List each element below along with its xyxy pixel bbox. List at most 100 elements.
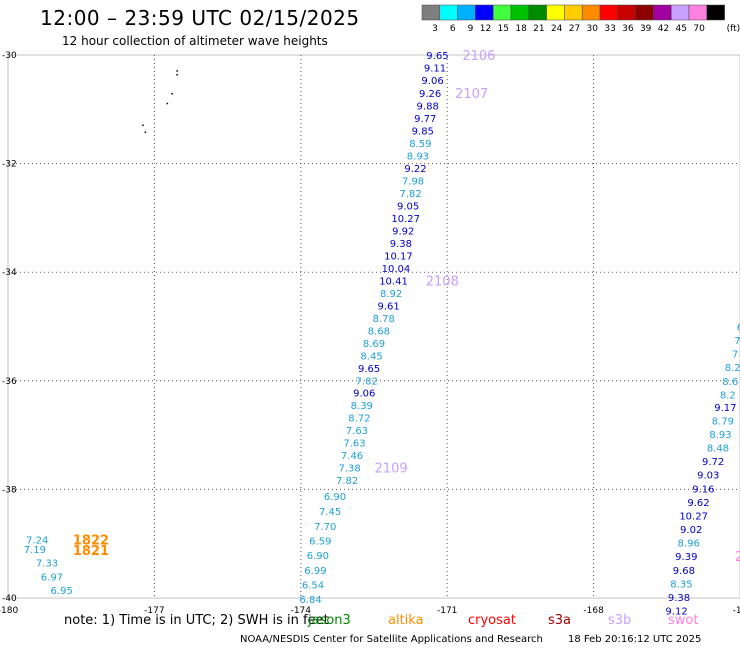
legend-swatch: [581, 4, 601, 21]
lat-tick-label: -36: [2, 377, 17, 387]
swh-label: 9.85: [412, 126, 434, 137]
swh-label: 7.82: [356, 376, 378, 387]
swh-label: 8.96: [678, 539, 700, 550]
swh-label: 9.38: [390, 239, 412, 250]
pass-time-label: 2107: [455, 87, 488, 102]
legend-label: 45: [676, 24, 687, 34]
legend-label: 12: [480, 24, 491, 34]
swh-label: 7: [732, 350, 738, 361]
satellite-legend-item: cryosat: [468, 613, 516, 628]
credit-text: NOAA/NESDIS Center for Satellite Applica…: [240, 634, 543, 645]
legend-label: 30: [587, 24, 599, 34]
map-axes: -180 -177 -174 -171 -168 -16 -30 -32 -34 -36 -38 -4…: [0, 51, 740, 616]
swh-label: 9.65: [426, 51, 448, 62]
swh-label: 9.61: [378, 301, 400, 312]
legend-swatch: [564, 4, 583, 21]
swh-label: 9.22: [404, 164, 426, 175]
swh-label: 7.82: [399, 189, 421, 200]
swh-label: 9.88: [417, 101, 439, 112]
swh-label: 8.48: [707, 444, 729, 455]
swh-label: 9.03: [697, 471, 719, 482]
lat-tick-label: -38: [2, 485, 17, 495]
swh-label: 10.41: [379, 276, 408, 287]
pass-time-label: 1822: [73, 533, 109, 548]
legend-swatch: [457, 4, 476, 21]
swh-label: 6.97: [41, 572, 63, 583]
swh-label: 9.72: [702, 457, 724, 468]
swh-label: 9.12: [665, 606, 687, 617]
pass-time-label: 2106: [462, 49, 495, 64]
generated-timestamp: 18 Feb 20:16:12 UTC 2025: [568, 634, 702, 645]
swh-label: 7.38: [338, 464, 360, 475]
swh-label: 8.72: [348, 414, 370, 425]
lon-tick-label: -180: [0, 606, 18, 616]
lon-tick-label: -168: [583, 606, 604, 616]
legend-swatch: [617, 4, 636, 21]
swh-label: 8.2: [720, 390, 736, 401]
swh-label: 6.90: [307, 551, 329, 562]
swh-label: 9.68: [673, 566, 695, 577]
swh-label: 6.59: [309, 536, 331, 547]
swh-label: 8.93: [709, 430, 731, 441]
legend-swatch: [475, 4, 494, 21]
legend-label: 21: [533, 24, 544, 34]
island-speck: [144, 131, 147, 134]
legend-swatch: [688, 4, 708, 21]
swh-label: 9.16: [692, 484, 714, 495]
legend-swatch: [421, 4, 441, 21]
swh-label: 8.69: [363, 339, 385, 350]
swh-label: 9.02: [680, 525, 702, 536]
swh-label: 6.84: [299, 595, 321, 606]
island-speck: [176, 70, 178, 72]
legend-label: 18: [515, 24, 527, 34]
legend-swatch: [510, 4, 530, 21]
legend-swatch: [492, 4, 512, 21]
legend-label: 27: [569, 24, 580, 34]
swh-label: 7.19: [24, 545, 46, 556]
legend-label: 3: [432, 24, 438, 34]
swh-label: 7.63: [343, 439, 365, 450]
legend-swatch: [528, 4, 547, 21]
legend-label: 70: [693, 24, 705, 34]
swh-label: 9.65: [358, 364, 380, 375]
swh-label: 6.90: [324, 492, 346, 503]
swh-label: 8.79: [712, 416, 734, 427]
lat-tick-label: -30: [2, 51, 17, 61]
island-speck: [142, 124, 144, 127]
swh-label: 9.05: [397, 201, 419, 212]
satellite-legend-item: s3b: [608, 613, 632, 628]
satellite-legend-item: s3a: [548, 613, 572, 628]
swh-label: 9.06: [421, 76, 443, 87]
pass-time-label: 2109: [375, 462, 408, 477]
swh-label: 7.82: [336, 476, 358, 487]
lat-tick-label: -40: [2, 594, 17, 604]
legend-label: 9: [468, 24, 474, 34]
swh-label: 10.27: [391, 214, 420, 225]
swh-label: 6.54: [302, 580, 324, 591]
swh-label: 8.92: [380, 289, 402, 300]
legend-label: 6: [450, 24, 456, 34]
swh-label: 7.33: [36, 559, 58, 570]
note-line: note: 1) Time is in UTC; 2) SWH is in fe…: [64, 613, 329, 628]
swh-label: 7.98: [402, 176, 424, 187]
swh-label: 7.63: [346, 426, 368, 437]
color-legend: 3 6 9 12 15 18 21 24 27 30 33 36 39 42 45 70 (ft): [421, 4, 740, 34]
page-title: 12:00 – 23:59 UTC 02/15/2025: [40, 6, 360, 30]
legend-swatch: [439, 4, 458, 21]
legend-label: 42: [658, 24, 669, 34]
legend-swatch: [635, 4, 654, 21]
swh-label: 9.62: [687, 498, 709, 509]
swh-label: 9.06: [353, 389, 375, 400]
lat-tick-label: -34: [2, 268, 17, 278]
legend-swatch: [546, 4, 565, 21]
island-speck: [176, 74, 178, 76]
island-speck: [171, 93, 173, 95]
swh-label: 7.45: [319, 507, 341, 518]
swh-label: 9.26: [419, 89, 441, 100]
swh-label: 6.99: [304, 566, 326, 577]
swh-label: 7.24: [26, 535, 48, 546]
pass-time-label: 224: [735, 550, 740, 565]
legend-swatch: [599, 4, 619, 21]
legend-label: 15: [498, 24, 509, 34]
swh-label: 7: [734, 336, 740, 347]
